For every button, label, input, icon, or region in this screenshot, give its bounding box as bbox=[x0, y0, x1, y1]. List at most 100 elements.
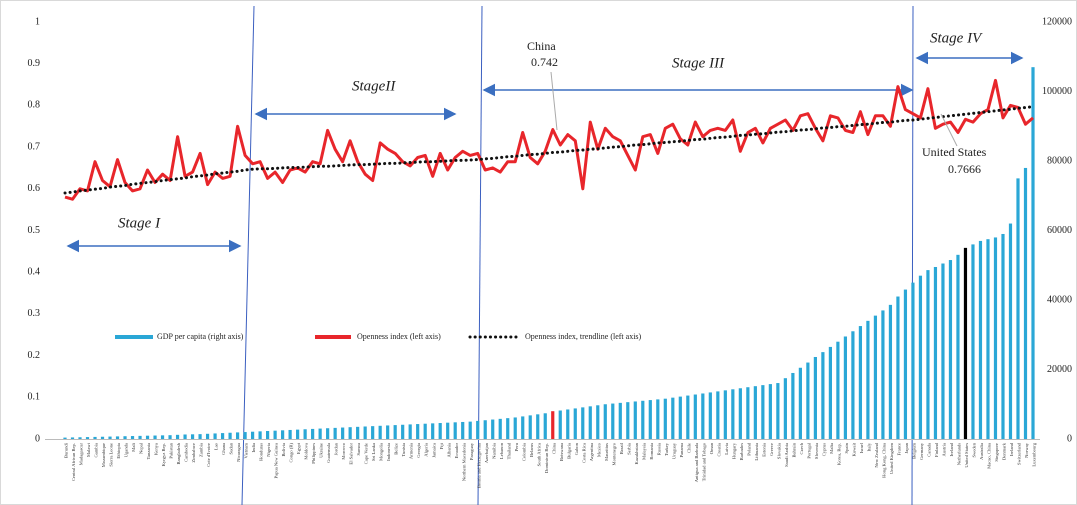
bar bbox=[498, 418, 502, 439]
x-tick-label: Malaysia bbox=[641, 443, 646, 460]
x-tick-label: Latvia bbox=[724, 443, 729, 455]
bar bbox=[963, 247, 968, 439]
x-tick-label: Czech bbox=[799, 442, 804, 454]
x-tick-label: Vietnam bbox=[244, 443, 249, 459]
bar bbox=[258, 431, 262, 439]
y-tick-label: 0.5 bbox=[28, 225, 41, 236]
y2-tick-label: 40000 bbox=[1047, 294, 1072, 305]
stage-label: Stage III bbox=[672, 55, 725, 71]
x-tick-label: China bbox=[551, 443, 556, 454]
x-tick-label: Montenegro bbox=[611, 442, 616, 465]
bar bbox=[250, 431, 255, 439]
x-tick-label: Fiji bbox=[439, 442, 444, 449]
x-tick-label: Gabon bbox=[574, 442, 579, 455]
bar bbox=[693, 394, 697, 439]
x-tick-label: Poland bbox=[746, 442, 751, 455]
y2-tick-label: 100000 bbox=[1042, 86, 1072, 97]
bar bbox=[363, 426, 367, 439]
bar bbox=[783, 378, 787, 439]
x-tick-label: Mozambique bbox=[101, 443, 106, 467]
bar bbox=[543, 413, 547, 439]
x-tick-label: Colombia bbox=[521, 443, 526, 461]
stage-label: Stage IV bbox=[930, 30, 983, 46]
x-tick-label: Turkey bbox=[664, 442, 669, 456]
x-tick-label: Belarus bbox=[529, 443, 534, 457]
x-tick-label: Germany bbox=[919, 442, 924, 460]
y-tick-label: 0.3 bbox=[28, 308, 41, 319]
bar bbox=[888, 304, 893, 439]
bar bbox=[588, 406, 592, 439]
bar bbox=[828, 346, 832, 439]
stage-arrows bbox=[66, 51, 1024, 253]
annotation: China bbox=[527, 39, 556, 53]
bars bbox=[63, 67, 1035, 440]
bar bbox=[153, 435, 157, 439]
bar bbox=[738, 388, 742, 439]
x-tick-label: Bangladesh bbox=[176, 442, 181, 464]
y-tick-label: 0.2 bbox=[28, 350, 41, 361]
x-tick-label: Honduras bbox=[259, 443, 264, 461]
x-tick-label: Bolivia bbox=[281, 443, 286, 457]
bar bbox=[453, 422, 457, 439]
x-tick-label: Mexico bbox=[596, 442, 601, 457]
bar bbox=[918, 275, 923, 439]
bar bbox=[483, 420, 487, 439]
x-tick-label: Bulgaria bbox=[566, 443, 571, 459]
x-tick-label: South Africa bbox=[536, 443, 541, 466]
x-tick-label: Malta bbox=[829, 443, 834, 454]
x-tick-label: Portugal bbox=[806, 442, 811, 458]
bar bbox=[326, 428, 330, 439]
bar bbox=[63, 437, 67, 439]
x-tick-label: United Kingdom bbox=[889, 443, 894, 474]
bar bbox=[138, 435, 142, 439]
x-tick-label: Madagascar bbox=[79, 443, 84, 466]
bar bbox=[416, 424, 420, 439]
bar bbox=[175, 434, 180, 439]
x-tick-label: Kazakhstan bbox=[634, 442, 639, 464]
bar bbox=[401, 424, 405, 439]
x-tick-label: El Salvador bbox=[349, 443, 354, 465]
bar bbox=[851, 331, 855, 439]
x-tick-label: Lao bbox=[214, 442, 219, 450]
bar bbox=[123, 436, 127, 439]
bar bbox=[671, 397, 675, 439]
y-tick-label: 0.8 bbox=[28, 100, 41, 111]
bar bbox=[273, 430, 277, 439]
bar bbox=[341, 427, 345, 439]
x-tick-label: Northern Macedonia bbox=[461, 443, 466, 481]
bar bbox=[438, 423, 442, 439]
x-tick-label: Indonesia bbox=[386, 443, 391, 461]
bar bbox=[581, 407, 585, 439]
bar bbox=[78, 437, 82, 439]
bar bbox=[701, 393, 705, 439]
bar bbox=[648, 400, 652, 439]
y-tick-label: 0.7 bbox=[28, 141, 41, 152]
bar bbox=[243, 432, 247, 439]
y2-tick-label: 120000 bbox=[1042, 16, 1072, 27]
x-tick-label: Costa Rica bbox=[581, 443, 586, 463]
y2-tick-label: 80000 bbox=[1047, 155, 1072, 166]
x-tick-label: Luxembourg bbox=[1032, 442, 1037, 466]
x-tick-label: Algeria bbox=[424, 443, 429, 457]
x-tick-label: Switzerland bbox=[1017, 442, 1022, 465]
x-tick-label: Moldova bbox=[304, 443, 309, 460]
bar bbox=[626, 402, 630, 439]
bar bbox=[356, 426, 360, 439]
bar bbox=[956, 254, 960, 439]
x-tick-label: Belize bbox=[394, 443, 399, 455]
bar bbox=[603, 404, 607, 439]
x-tick-label: Central African Rep. bbox=[71, 443, 76, 481]
bar bbox=[491, 419, 495, 439]
x-tick-label: Kuwait bbox=[851, 442, 856, 456]
x-tick-label: Greece bbox=[769, 443, 774, 456]
x-tick-label: Botswana bbox=[559, 443, 564, 461]
x-tick-label: Cape Verde bbox=[364, 443, 369, 464]
bar bbox=[513, 417, 517, 439]
x-tick-label: France bbox=[896, 443, 901, 456]
x-tick-label: Jamaica bbox=[431, 443, 436, 458]
bar bbox=[716, 391, 720, 439]
legend-swatch bbox=[115, 335, 153, 339]
bar bbox=[160, 435, 165, 439]
x-tick-label: Tunisia bbox=[401, 443, 406, 457]
x-tick-label: Cyprus bbox=[821, 443, 826, 456]
